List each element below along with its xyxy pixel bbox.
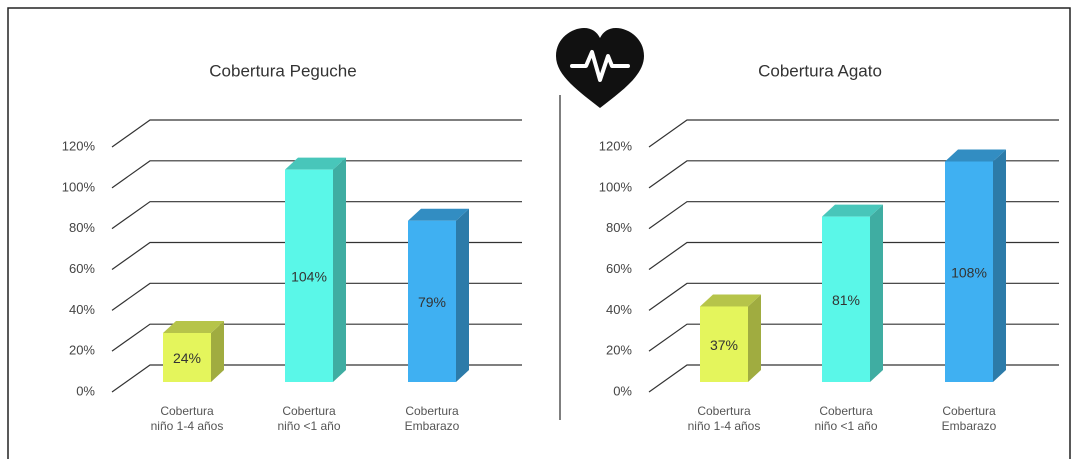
bar (285, 169, 333, 382)
grid-line (111, 323, 522, 352)
x-tick-label: Cobertura Embarazo (941, 404, 997, 433)
bar (945, 161, 993, 382)
y-tick-label: 120% (599, 138, 633, 153)
y-tick-label: 40% (69, 302, 95, 317)
y-tick-label: 100% (62, 179, 96, 194)
y-tick-label: 100% (599, 179, 633, 194)
grid-line (111, 241, 522, 270)
y-tick-label: 80% (606, 220, 632, 235)
heart-icon (556, 28, 644, 108)
bar-side (993, 149, 1006, 382)
data-label: 24% (173, 350, 201, 366)
grid-line (111, 119, 522, 148)
x-tick-label: Cobertura niño <1 año (814, 404, 878, 433)
bar-top (822, 204, 883, 217)
grid-line (648, 119, 1059, 148)
x-tick-label: Cobertura niño 1-4 años (150, 404, 224, 433)
bar-side (211, 321, 224, 382)
grid-line (648, 323, 1059, 352)
bar (163, 333, 211, 382)
bar-top (700, 294, 761, 307)
grid-line (111, 201, 522, 230)
bar (700, 306, 748, 382)
bar-top (945, 149, 1006, 162)
bar-top (285, 157, 346, 170)
y-tick-label: 0% (76, 383, 95, 398)
y-tick-label: 20% (69, 343, 95, 358)
y-tick-label: 0% (613, 383, 632, 398)
frame (7, 7, 1071, 459)
y-tick-label: 60% (69, 261, 95, 276)
data-label: 81% (832, 292, 860, 308)
x-tick-label: Cobertura niño 1-4 años (687, 404, 761, 433)
grid-line (648, 241, 1059, 270)
data-label: 37% (710, 337, 738, 353)
bar-side (333, 157, 346, 382)
bar-side (456, 208, 469, 382)
y-tick-label: 40% (606, 302, 632, 317)
x-tick-label: Cobertura niño <1 año (277, 404, 341, 433)
y-tick-label: 120% (62, 138, 96, 153)
bar-side (870, 204, 883, 382)
y-tick-label: 20% (606, 343, 632, 358)
bar-top (408, 208, 469, 221)
grid-line (111, 160, 522, 189)
bar-top (163, 321, 224, 333)
x-tick-label: Cobertura Embarazo (404, 404, 460, 433)
grid-line (111, 364, 522, 393)
chart-title: Cobertura Agato (758, 61, 882, 80)
y-tick-label: 60% (606, 261, 632, 276)
data-label: 79% (418, 294, 446, 310)
grid-line (648, 364, 1059, 393)
grid-line (648, 160, 1059, 189)
data-label: 104% (291, 269, 327, 285)
data-label: 108% (951, 264, 987, 280)
grid-line (648, 201, 1059, 230)
chart-title: Cobertura Peguche (209, 61, 356, 80)
grid-line (111, 282, 522, 311)
bar-side (748, 294, 761, 382)
bar (408, 220, 456, 382)
grid-line (648, 282, 1059, 311)
y-tick-label: 80% (69, 220, 95, 235)
bar (822, 216, 870, 382)
